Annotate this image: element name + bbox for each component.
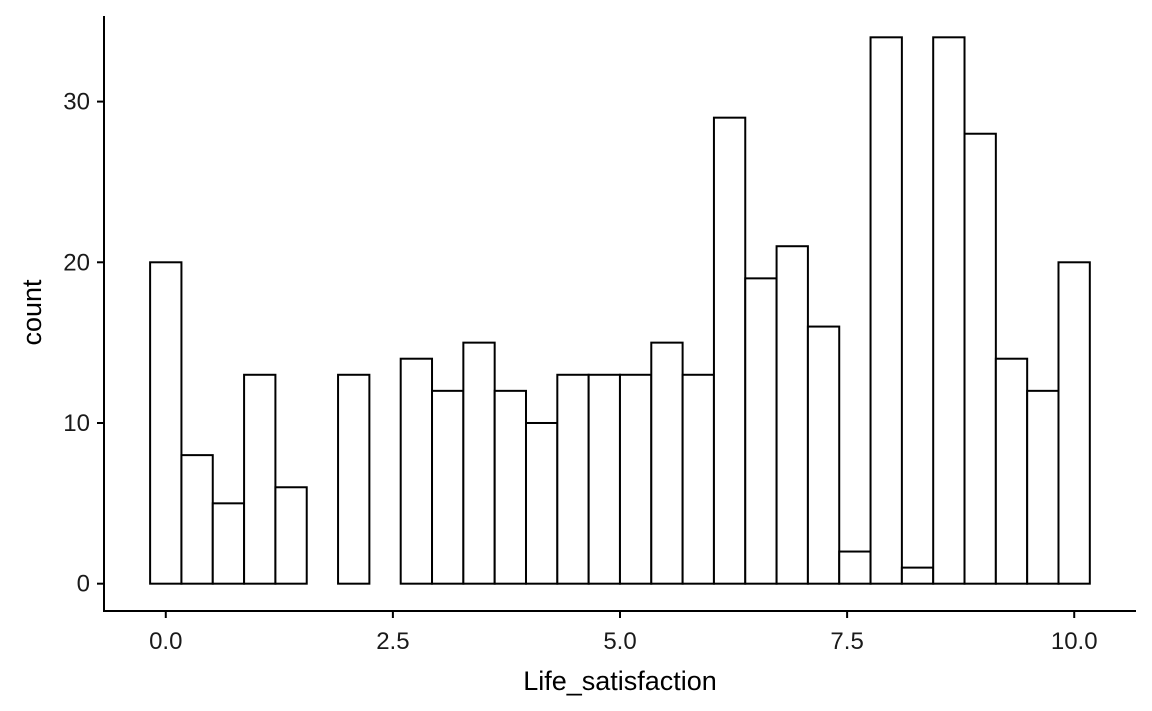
y-tick-label: 10 bbox=[63, 410, 90, 437]
histogram-bar bbox=[524, 421, 559, 585]
y-tick-label: 30 bbox=[63, 89, 90, 116]
histogram-bar bbox=[462, 341, 496, 585]
histogram-bar bbox=[650, 341, 684, 585]
histogram-bar bbox=[618, 373, 653, 585]
y-tick-label: 0 bbox=[77, 571, 90, 598]
histogram-bar bbox=[869, 36, 903, 585]
y-axis-title: count bbox=[17, 279, 47, 346]
histogram-bar bbox=[1026, 389, 1060, 585]
histogram-bar bbox=[838, 550, 872, 585]
histogram-bars bbox=[149, 36, 1091, 585]
x-axis-title: Life_satisfaction bbox=[523, 666, 717, 696]
histogram-bar bbox=[337, 373, 371, 585]
histogram-bar bbox=[180, 454, 214, 585]
histogram-bar bbox=[399, 357, 434, 585]
x-axis-ticks: 0.0 2.5 5.0 7.5 10.0 bbox=[149, 611, 1098, 655]
histogram-bar bbox=[587, 373, 621, 585]
histogram-bar bbox=[211, 502, 246, 585]
histogram-bar bbox=[932, 36, 966, 585]
x-tick-label: 7.5 bbox=[830, 628, 863, 655]
x-tick-label: 0.0 bbox=[149, 628, 182, 655]
histogram-bar bbox=[274, 486, 308, 585]
histogram-bar bbox=[1057, 261, 1091, 585]
histogram-bar bbox=[900, 566, 935, 585]
histogram-bar bbox=[493, 389, 527, 585]
histogram-bar bbox=[243, 373, 277, 585]
histogram-bar bbox=[775, 245, 809, 585]
y-tick-label: 20 bbox=[63, 249, 90, 276]
y-axis-ticks: 0 10 20 30 bbox=[63, 89, 104, 598]
x-tick-label: 5.0 bbox=[603, 628, 636, 655]
histogram-bar bbox=[744, 277, 778, 585]
histogram-bar bbox=[712, 116, 747, 585]
x-tick-label: 10.0 bbox=[1051, 628, 1098, 655]
histogram-bar bbox=[681, 373, 715, 585]
histogram-bar bbox=[963, 132, 997, 585]
x-tick-label: 2.5 bbox=[376, 628, 409, 655]
histogram-bar bbox=[556, 373, 590, 585]
histogram-bar bbox=[149, 261, 183, 585]
histogram-bar bbox=[994, 357, 1029, 585]
histogram-bar bbox=[431, 389, 465, 585]
histogram-bar bbox=[806, 325, 841, 585]
